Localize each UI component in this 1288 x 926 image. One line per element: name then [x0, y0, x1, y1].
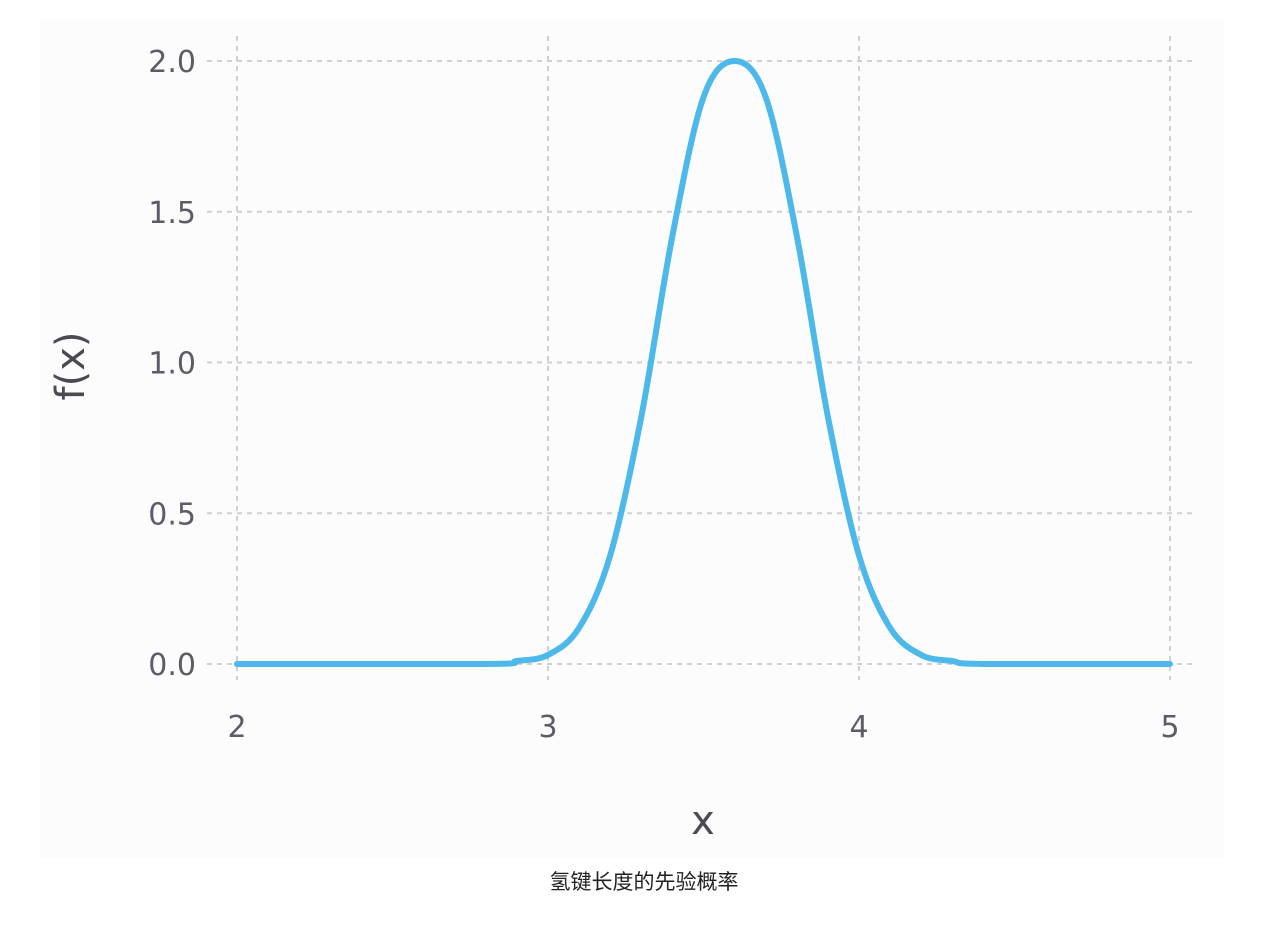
x-axis-label: x [691, 798, 715, 844]
x-tick-label: 2 [227, 710, 246, 745]
y-tick-label: 0.0 [148, 648, 196, 683]
series-line [234, 58, 1173, 668]
figure-caption: 氢键长度的先验概率 [549, 870, 739, 894]
x-axis-ticks: 2 3 4 5 [227, 710, 1179, 745]
grid [207, 36, 1192, 680]
x-tick-label: 3 [538, 710, 557, 745]
x-tick-label: 4 [849, 710, 868, 745]
series-layer [234, 58, 1173, 668]
chart-background [40, 20, 1224, 858]
y-tick-label: 0.5 [148, 497, 196, 532]
y-tick-label: 1.0 [148, 347, 196, 382]
x-tick-label: 5 [1160, 710, 1179, 745]
y-axis-label: f(x) [48, 332, 94, 401]
y-tick-label: 1.5 [148, 196, 196, 231]
y-tick-label: 2.0 [148, 45, 196, 80]
y-axis-ticks: 0.0 0.5 1.0 1.5 2.0 [148, 45, 196, 683]
